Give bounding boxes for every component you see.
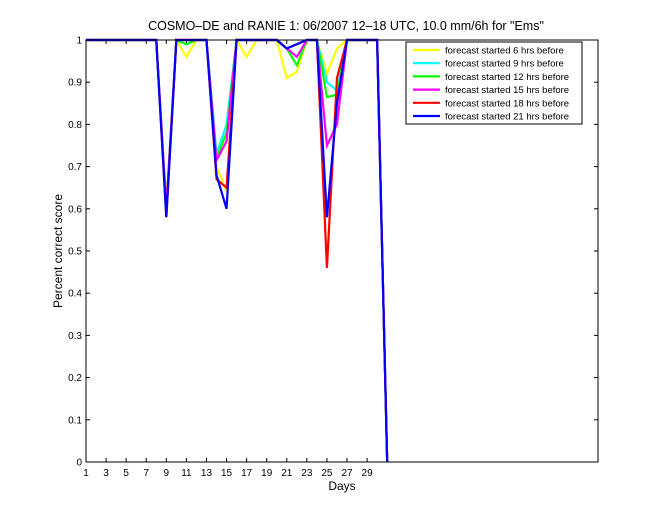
x-tick-label: 23: [301, 468, 313, 479]
axes-box: [85, 39, 599, 463]
y-axis-label: Percent correct score: [51, 194, 65, 308]
x-tick-label: 9: [164, 468, 170, 479]
y-tick-label: 0.5: [68, 247, 82, 258]
legend-label-4: forecast started 15 hrs before: [445, 85, 569, 96]
x-tick-label: 15: [221, 468, 233, 479]
y-tick-label: 1: [76, 36, 82, 47]
y-tick-label: 0.2: [68, 373, 82, 384]
x-tick-label: 17: [241, 468, 253, 479]
x-tick-label: 19: [261, 468, 273, 479]
x-tick-label: 7: [143, 468, 149, 479]
x-tick-label: 5: [123, 468, 129, 479]
legend-box: [405, 41, 583, 125]
legend-label-6: forecast started 21 hrs before: [445, 112, 569, 123]
y-tick-label: 0.4: [68, 289, 82, 300]
chart-title: COSMO–DE and RANIE 1: 06/2007 12–18 UTC,…: [148, 19, 544, 33]
x-tick-label: 13: [201, 468, 213, 479]
x-tick-label: 27: [341, 468, 353, 479]
x-tick-label: 25: [321, 468, 333, 479]
y-tick-label: 0.3: [68, 331, 82, 342]
x-axis-label: Days: [328, 479, 355, 493]
y-tick-label: 0: [76, 458, 82, 469]
y-tick-label: 0.7: [68, 162, 82, 173]
y-tick-label: 0.9: [68, 78, 82, 89]
y-tick-label: 0.8: [68, 120, 82, 131]
x-tick-label: 29: [362, 468, 374, 479]
legend-label-2: forecast started 9 hrs before: [445, 59, 564, 70]
y-axis-ticks: 0 0.1 0.2 0.3 0.4 0.5 0.6 0.7 0.8 0.9 1: [68, 36, 598, 469]
legend-label-3: forecast started 12 hrs before: [445, 72, 569, 83]
x-tick-label: 3: [103, 468, 109, 479]
legend: forecast started 6 hrs before forecast st…: [405, 41, 583, 125]
y-tick-label: 0.1: [68, 415, 82, 426]
legend-label-5: forecast started 18 hrs before: [445, 98, 569, 109]
x-tick-label: 11: [181, 468, 192, 479]
x-tick-label: 21: [281, 468, 293, 479]
x-tick-label: 1: [83, 468, 89, 479]
legend-label-1: forecast started 6 hrs before: [445, 46, 564, 57]
y-tick-label: 0.6: [68, 204, 82, 215]
